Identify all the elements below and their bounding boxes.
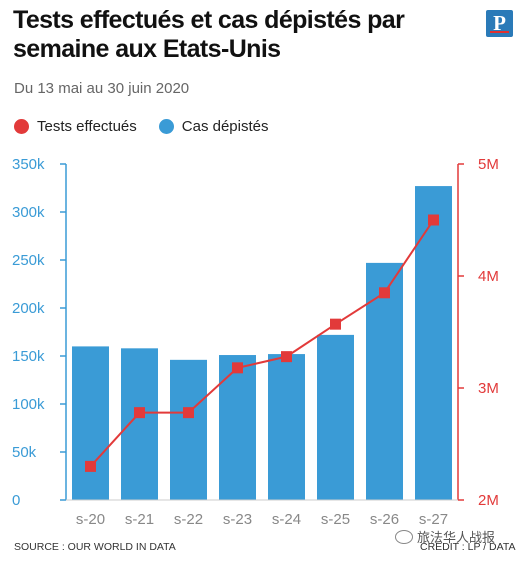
x-tick-label: s-23	[223, 511, 252, 528]
watermark-text: 旅法华人战报	[417, 530, 496, 545]
legend-item-cases: Cas dépistés	[158, 117, 269, 135]
left-tick-label: 350k	[12, 156, 45, 173]
watermark-chat-icon	[395, 529, 413, 544]
right-tick-label: 5M	[478, 156, 499, 173]
bar-s-24	[268, 354, 305, 500]
footer-source: SOURCE : OUR WORLD IN DATA	[14, 541, 176, 553]
right-tick-label: 3M	[478, 380, 499, 397]
bar-s-21	[121, 348, 158, 500]
x-tick-label: s-21	[125, 511, 154, 528]
right-tick-label: 2M	[478, 492, 499, 509]
left-tick-label: 300k	[12, 204, 45, 221]
x-tick-label: s-22	[174, 511, 203, 528]
line-group	[85, 214, 439, 472]
left-tick-label: 250k	[12, 252, 45, 269]
tick-group: 0 50k 100k 150k 200k 250k 300k 350k 2M 3M 4M 5M s-20…	[12, 156, 499, 528]
tests-point-s-22	[183, 407, 194, 419]
legend-label-tests: Tests effectués	[37, 117, 137, 135]
legend-item-tests: Tests effectués	[14, 118, 137, 135]
tests-point-s-23	[232, 362, 243, 374]
bar-group	[72, 186, 452, 500]
left-tick-label: 100k	[12, 396, 45, 413]
tests-point-s-27	[428, 214, 439, 226]
publication-logo-icon: P	[486, 10, 513, 37]
bar-s-20	[72, 346, 109, 500]
tests-point-s-26	[379, 287, 390, 299]
bar-s-22	[170, 359, 207, 500]
bar-s-25	[317, 334, 354, 500]
bar-s-26	[366, 262, 403, 500]
left-tick-label: 200k	[12, 300, 45, 317]
right-tick-label: 4M	[478, 268, 499, 285]
left-tick-label: 0	[12, 492, 20, 509]
tests-point-s-25	[330, 318, 341, 330]
left-tick-label: 50k	[12, 444, 37, 461]
x-tick-label: s-24	[272, 511, 301, 528]
logo-stripe	[490, 31, 509, 33]
axes-group	[60, 163, 464, 501]
x-tick-label: s-25	[321, 511, 350, 528]
tests-point-s-21	[134, 407, 145, 419]
x-tick-label: s-20	[76, 511, 105, 528]
legend-dot-tests-icon	[14, 118, 29, 134]
legend: Tests effectués Cas dépistés	[14, 114, 291, 138]
legend-label-cases: Cas dépistés	[181, 117, 269, 135]
legend-dot-cases-icon	[158, 118, 174, 134]
x-tick-label: s-27	[419, 511, 448, 528]
tests-point-s-20	[85, 460, 96, 472]
left-tick-label: 150k	[12, 348, 45, 365]
bar-s-27	[415, 186, 452, 500]
bar-s-23	[219, 355, 256, 500]
watermark: 旅法华人战报	[395, 527, 495, 546]
logo-letter: P	[493, 11, 506, 35]
chart-title: Tests effectués et cas dépistés par sema…	[13, 6, 405, 63]
x-tick-label: s-26	[370, 511, 399, 528]
chart-subtitle: Du 13 mai au 30 juin 2020	[14, 80, 190, 97]
tests-line	[89, 219, 435, 468]
tests-point-s-24	[281, 351, 292, 363]
footer-credit: CREDIT : LP / DATA	[420, 541, 516, 553]
